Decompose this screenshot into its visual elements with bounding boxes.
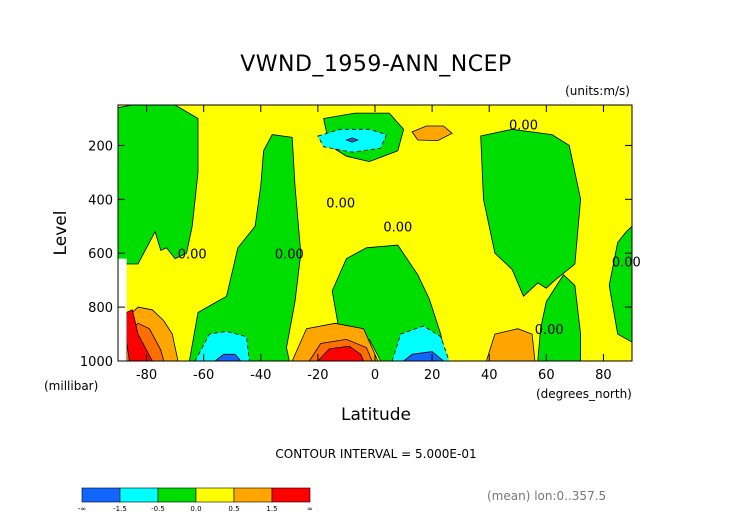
contour-region-9 <box>194 330 250 361</box>
x-tick-label: 20 <box>424 368 441 383</box>
contour-label-1: 0.00 <box>326 196 355 211</box>
x-tick-label: 80 <box>595 368 612 383</box>
contour-interval-label: CONTOUR INTERVAL = 5.000E-01 <box>275 447 476 461</box>
contour-label-4: 0.00 <box>275 248 304 263</box>
y-tick-label: 800 <box>88 301 113 316</box>
colorbar-label: -0.5 <box>151 505 165 513</box>
x-tick-label: 60 <box>538 368 555 383</box>
colorbar-swatch <box>119 487 159 503</box>
x-tick-label: 40 <box>481 368 498 383</box>
y-axis: 200 400 600 800 1000 <box>80 139 632 370</box>
units-label: (units:m/s) <box>565 84 630 98</box>
colorbar-swatch <box>271 487 311 503</box>
y-axis-title: Level <box>51 211 71 256</box>
colorbar-swatch <box>195 487 235 503</box>
footer-note: (mean) lon:0..357.5 <box>487 489 606 503</box>
contour-labels: 0.00 0.00 0.00 0.00 0.00 0.00 0.00 <box>178 118 641 338</box>
contour-region-1 <box>118 105 199 265</box>
y-unit-label: (millibar) <box>44 379 98 393</box>
colorbar-label: -∞ <box>78 505 86 513</box>
x-tick-label: -40 <box>250 368 271 383</box>
contour-region-6 <box>537 274 581 361</box>
x-axis: -80 -60 -40 -20 0 20 40 60 80 <box>136 105 612 383</box>
colorbar-swatch <box>81 487 121 503</box>
colorbar-label: 0.5 <box>228 505 239 513</box>
contour-regions <box>118 105 632 361</box>
contour-region-12 <box>402 351 445 361</box>
colorbar-swatch <box>233 487 273 503</box>
x-unit-label: (degrees_north) <box>536 387 632 401</box>
colorbar-swatch <box>157 487 197 503</box>
y-tick-label: 1000 <box>80 355 113 370</box>
colorbar-label: 0.0 <box>190 505 201 513</box>
contour-region-7 <box>608 225 632 343</box>
colorbar-label: -1.5 <box>113 505 127 513</box>
contour-region-14 <box>411 125 453 142</box>
contour-region-16 <box>485 328 536 361</box>
contour-region-11 <box>214 353 242 361</box>
contour-label-5: 0.00 <box>612 256 641 271</box>
y-tick-label: 200 <box>88 139 113 154</box>
x-tick-label: -60 <box>193 368 214 383</box>
contour-region-2 <box>188 134 302 361</box>
x-axis-title: Latitude <box>341 405 411 425</box>
colorbar-label: ∞ <box>307 505 313 513</box>
contour-label-0: 0.00 <box>509 118 538 133</box>
x-tick-label: -80 <box>136 368 157 383</box>
contour-region-10 <box>391 325 450 361</box>
y-tick-label: 600 <box>88 247 113 262</box>
x-tick-label: 0 <box>371 368 379 383</box>
contour-label-3: 0.00 <box>178 248 207 263</box>
colorbar-label: 1.5 <box>266 505 277 513</box>
contour-region-5 <box>480 128 582 297</box>
colorbar: -∞ -1.5 -0.5 0.0 0.5 1.5 ∞ <box>78 487 313 513</box>
chart-title: VWND_1959-ANN_NCEP <box>240 52 512 77</box>
contour-region-20 <box>317 345 365 361</box>
x-tick-label: -20 <box>307 368 328 383</box>
contour-label-6: 0.00 <box>535 323 564 338</box>
contour-region-13 <box>345 137 360 143</box>
contour-region-22 <box>118 258 127 361</box>
y-tick-label: 400 <box>88 193 113 208</box>
contour-label-2: 0.00 <box>383 221 412 236</box>
